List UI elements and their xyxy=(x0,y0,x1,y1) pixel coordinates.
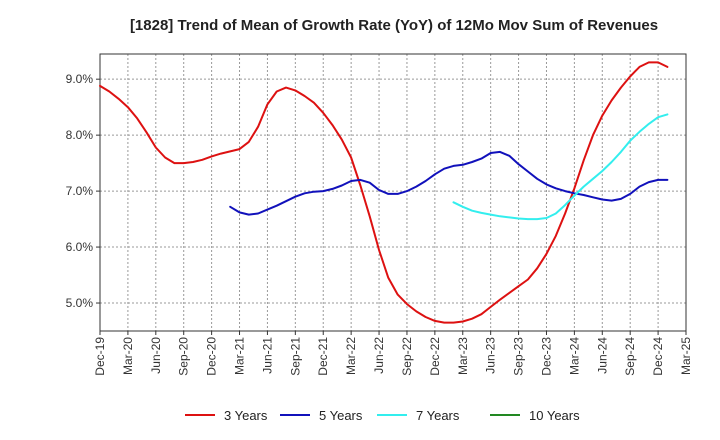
x-tick-label: Jun-21 xyxy=(260,337,274,374)
x-tick-label: Dec-23 xyxy=(539,337,553,376)
x-tick-label: Sep-23 xyxy=(512,337,526,376)
x-tick-label: Sep-24 xyxy=(623,337,637,376)
x-tick-label: Mar-24 xyxy=(567,337,581,375)
plot-background xyxy=(100,54,686,331)
x-tick-label: Mar-20 xyxy=(121,337,135,375)
x-tick-label: Dec-20 xyxy=(205,337,219,376)
x-tick-label: Jun-20 xyxy=(149,337,163,374)
x-tick-label: Jun-24 xyxy=(595,337,609,374)
y-tick-label: 5.0% xyxy=(66,296,94,310)
legend-label-10-years: 10 Years xyxy=(529,408,580,423)
x-tick-label: Mar-22 xyxy=(344,337,358,375)
legend-label-7-years: 7 Years xyxy=(416,408,460,423)
x-tick-label: Mar-21 xyxy=(233,337,247,375)
series-line-7-years xyxy=(452,113,669,221)
y-tick-label: 7.0% xyxy=(66,184,94,198)
x-tick-label: Sep-22 xyxy=(400,337,414,376)
x-tick-label: Dec-22 xyxy=(428,337,442,376)
y-tick-label: 6.0% xyxy=(66,240,94,254)
x-tick-label: Dec-24 xyxy=(651,337,665,376)
x-tick-label: Jun-22 xyxy=(372,337,386,374)
chart-title: [1828] Trend of Mean of Growth Rate (YoY… xyxy=(130,17,658,34)
x-tick-label: Mar-23 xyxy=(456,337,470,375)
x-tick-label: Jun-23 xyxy=(484,337,498,374)
series-line-5-years xyxy=(229,150,669,216)
y-tick-label: 8.0% xyxy=(66,128,94,142)
legend: 3 Years 5 Years 7 Years 10 Years xyxy=(185,408,580,423)
plot-frame xyxy=(99,53,687,332)
legend-label-5-years: 5 Years xyxy=(319,408,363,423)
legend-label-3-years: 3 Years xyxy=(224,408,268,423)
x-tick-label: Dec-21 xyxy=(316,337,330,376)
x-tick-label: Mar-25 xyxy=(679,337,693,375)
plot-area: 5.0% 6.0% 7.0% 8.0% 9.0% Dec-19 Mar-20 Jun-20 Se… xyxy=(66,53,693,376)
x-tick-label: Sep-21 xyxy=(288,337,302,376)
x-tick-label: Dec-19 xyxy=(93,337,107,376)
x-tick-label: Sep-20 xyxy=(177,337,191,376)
y-tick-label: 9.0% xyxy=(66,72,94,86)
